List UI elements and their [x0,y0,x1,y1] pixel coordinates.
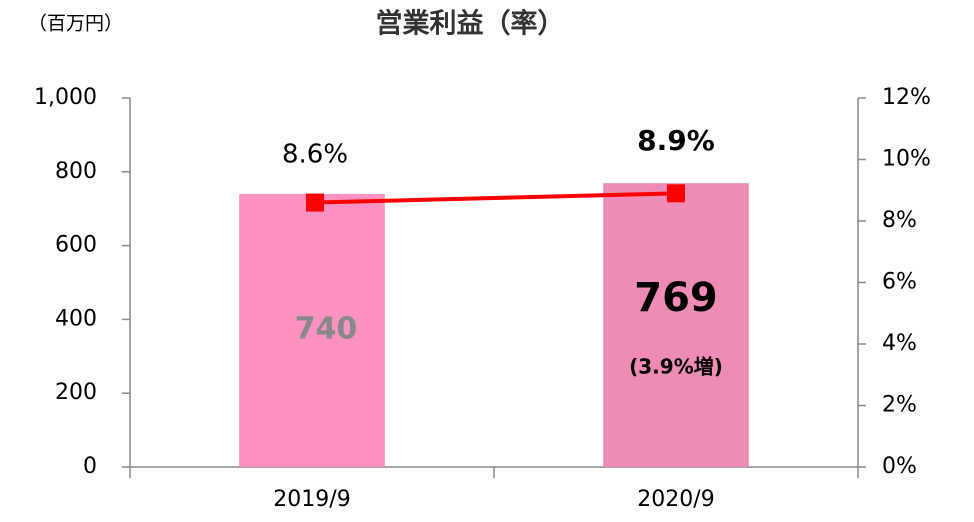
y2-tick-label: 2% [882,393,917,418]
line-value-label: 8.6% [282,140,348,170]
y-tick-label: 400 [55,306,97,331]
y2-tick-label: 10% [882,147,931,172]
line-marker [667,184,685,203]
line-marker [306,193,324,212]
chart-title: 営業利益（率） [376,8,565,40]
y2-tick-label: 4% [882,331,917,356]
bar-value-label: 740 [295,312,358,347]
y-tick-label: 1,000 [34,85,97,110]
y2-tick-label: 0% [882,454,917,479]
y-tick-label: 800 [55,159,97,184]
bar-value-label: 769 [634,275,718,321]
y2-tick-label: 8% [882,208,917,233]
x-tick-label: 2019/9 [273,487,350,512]
line [314,191,677,205]
annotation: (3.9%増) [629,355,723,379]
y2-tick-label: 12% [882,85,931,110]
line-value-label: 8.9% [637,124,715,157]
x-tick-label: 2020/9 [637,487,714,512]
unit-label: （百万円） [28,13,123,35]
y-tick-label: 600 [55,233,97,258]
y2-tick-label: 6% [882,270,917,295]
bar [603,183,749,467]
bar [239,193,385,467]
y-tick-label: 200 [55,380,97,405]
y-tick-label: 0 [83,454,97,479]
